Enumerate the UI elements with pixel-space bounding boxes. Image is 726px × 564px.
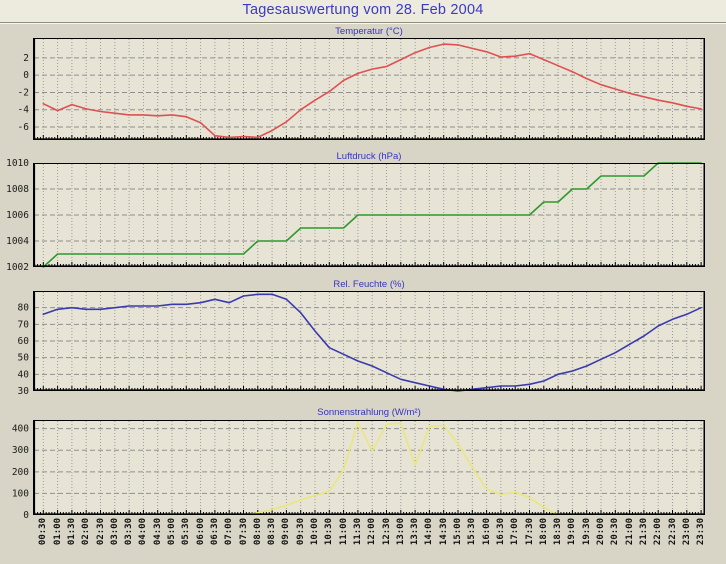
y-tick-label: 1008 <box>6 184 29 195</box>
x-tick-label: 23:30 <box>696 518 707 546</box>
y-tick-label: 60 <box>18 336 30 347</box>
x-tick-label: 01:00 <box>52 518 63 546</box>
plot-background <box>33 38 705 140</box>
y-tick-label: 1004 <box>6 236 29 247</box>
x-tick-label: 01:30 <box>66 518 77 546</box>
x-tick-label: 20:30 <box>610 518 621 546</box>
x-tick-label: 22:00 <box>653 518 664 546</box>
page-title-bar: Tagesauswertung vom 28. Feb 2004 <box>0 0 726 22</box>
plot-background <box>33 420 705 515</box>
x-tick-label: 11:00 <box>338 518 349 546</box>
x-tick-label: 09:30 <box>295 518 306 546</box>
y-tick-label: -6 <box>18 122 30 133</box>
x-tick-label: 05:00 <box>167 518 177 546</box>
x-tick-label: 14:30 <box>438 518 449 546</box>
y-tick-label: 2 <box>23 53 29 64</box>
x-tick-label: 18:00 <box>538 518 549 546</box>
x-tick-label: 10:00 <box>310 518 320 546</box>
y-tick-label: 70 <box>18 319 30 330</box>
temperature-chart: 2 0 -2 -4 -6 <box>18 38 705 140</box>
chart-title-pressure: Luftdruck (hPa) <box>336 151 402 162</box>
x-tick-label: 19:00 <box>567 518 578 546</box>
x-tick-label: 20:00 <box>596 518 606 546</box>
x-tick-label: 07:00 <box>224 518 235 546</box>
x-tick-label: 21:00 <box>624 518 635 546</box>
x-tick-label: 09:00 <box>281 518 292 546</box>
x-tick-label: 15:00 <box>453 518 463 546</box>
x-tick-label: 02:00 <box>81 518 92 546</box>
plot-background <box>33 291 705 391</box>
radiation-chart: 400 300 200 100 0 <box>12 420 705 521</box>
x-tick-label: 23:00 <box>681 518 692 546</box>
y-tick-label: 80 <box>18 303 30 314</box>
x-tick-label: 10:30 <box>324 518 335 546</box>
x-tick-label: 12:30 <box>381 518 392 546</box>
y-tick-label: 30 <box>18 386 30 397</box>
y-tick-label: 1006 <box>6 210 29 221</box>
x-tick-label: 08:30 <box>267 518 278 546</box>
y-tick-label: 0 <box>23 70 29 81</box>
x-tick-label: 05:30 <box>181 518 192 546</box>
data-line <box>42 162 702 268</box>
x-tick-label: 03:30 <box>124 518 135 546</box>
x-tick-label: 21:30 <box>638 518 649 546</box>
data-line <box>42 293 702 392</box>
x-tick-label: 13:00 <box>395 518 406 546</box>
y-tick-label: -2 <box>18 87 29 98</box>
data-line <box>42 43 702 139</box>
x-tick-label: 06:30 <box>209 518 220 546</box>
x-tick-label: 16:00 <box>481 518 492 546</box>
x-tick-label: 11:30 <box>352 518 363 546</box>
y-tick-label: 50 <box>18 353 30 364</box>
pressure-chart: 1010 1008 1006 1004 1002 <box>6 158 705 273</box>
x-tick-label: 02:30 <box>95 518 106 546</box>
chart-title-radiation: Sonnenstrahlung (W/m²) <box>317 407 421 418</box>
x-tick-label: 12:00 <box>367 518 378 546</box>
y-tick-label: 40 <box>18 369 30 380</box>
chart-title-temperature: Temperatur (°C) <box>335 26 403 37</box>
x-tick-label: 04:00 <box>138 518 149 546</box>
humidity-chart: 80 70 60 50 40 30 <box>18 291 705 397</box>
x-tick-label: 04:30 <box>152 518 163 546</box>
x-tick-label: 03:00 <box>109 518 120 546</box>
y-tick-label: -4 <box>18 105 30 116</box>
x-tick-label: 18:30 <box>553 518 564 546</box>
x-tick-label: 14:00 <box>424 518 435 546</box>
x-tick-label: 00:30 <box>38 518 49 546</box>
x-tick-label: 17:30 <box>524 518 535 546</box>
x-tick-label: 13:30 <box>410 518 421 546</box>
x-tick-label: 08:00 <box>252 518 263 546</box>
page-title: Tagesauswertung vom 28. Feb 2004 <box>242 2 484 18</box>
chart-title-humidity: Rel. Feuchte (%) <box>333 279 405 290</box>
x-tick-label: 15:30 <box>467 518 478 546</box>
title-separator <box>0 22 726 24</box>
y-tick-label: 1010 <box>6 158 29 169</box>
y-tick-label: 400 <box>12 424 29 435</box>
y-tick-label: 1002 <box>6 262 29 273</box>
x-tick-label: 06:00 <box>195 518 206 546</box>
y-tick-label: 100 <box>12 488 29 499</box>
y-tick-label: 0 <box>23 510 29 521</box>
x-tick-label: 16:30 <box>495 518 506 546</box>
x-tick-label: 22:30 <box>667 518 678 546</box>
y-tick-label: 200 <box>12 467 29 478</box>
x-tick-label: 07:30 <box>238 518 249 546</box>
x-tick-label: 19:30 <box>581 518 592 546</box>
x-tick-label: 17:00 <box>510 518 521 546</box>
y-tick-label: 300 <box>12 445 29 456</box>
